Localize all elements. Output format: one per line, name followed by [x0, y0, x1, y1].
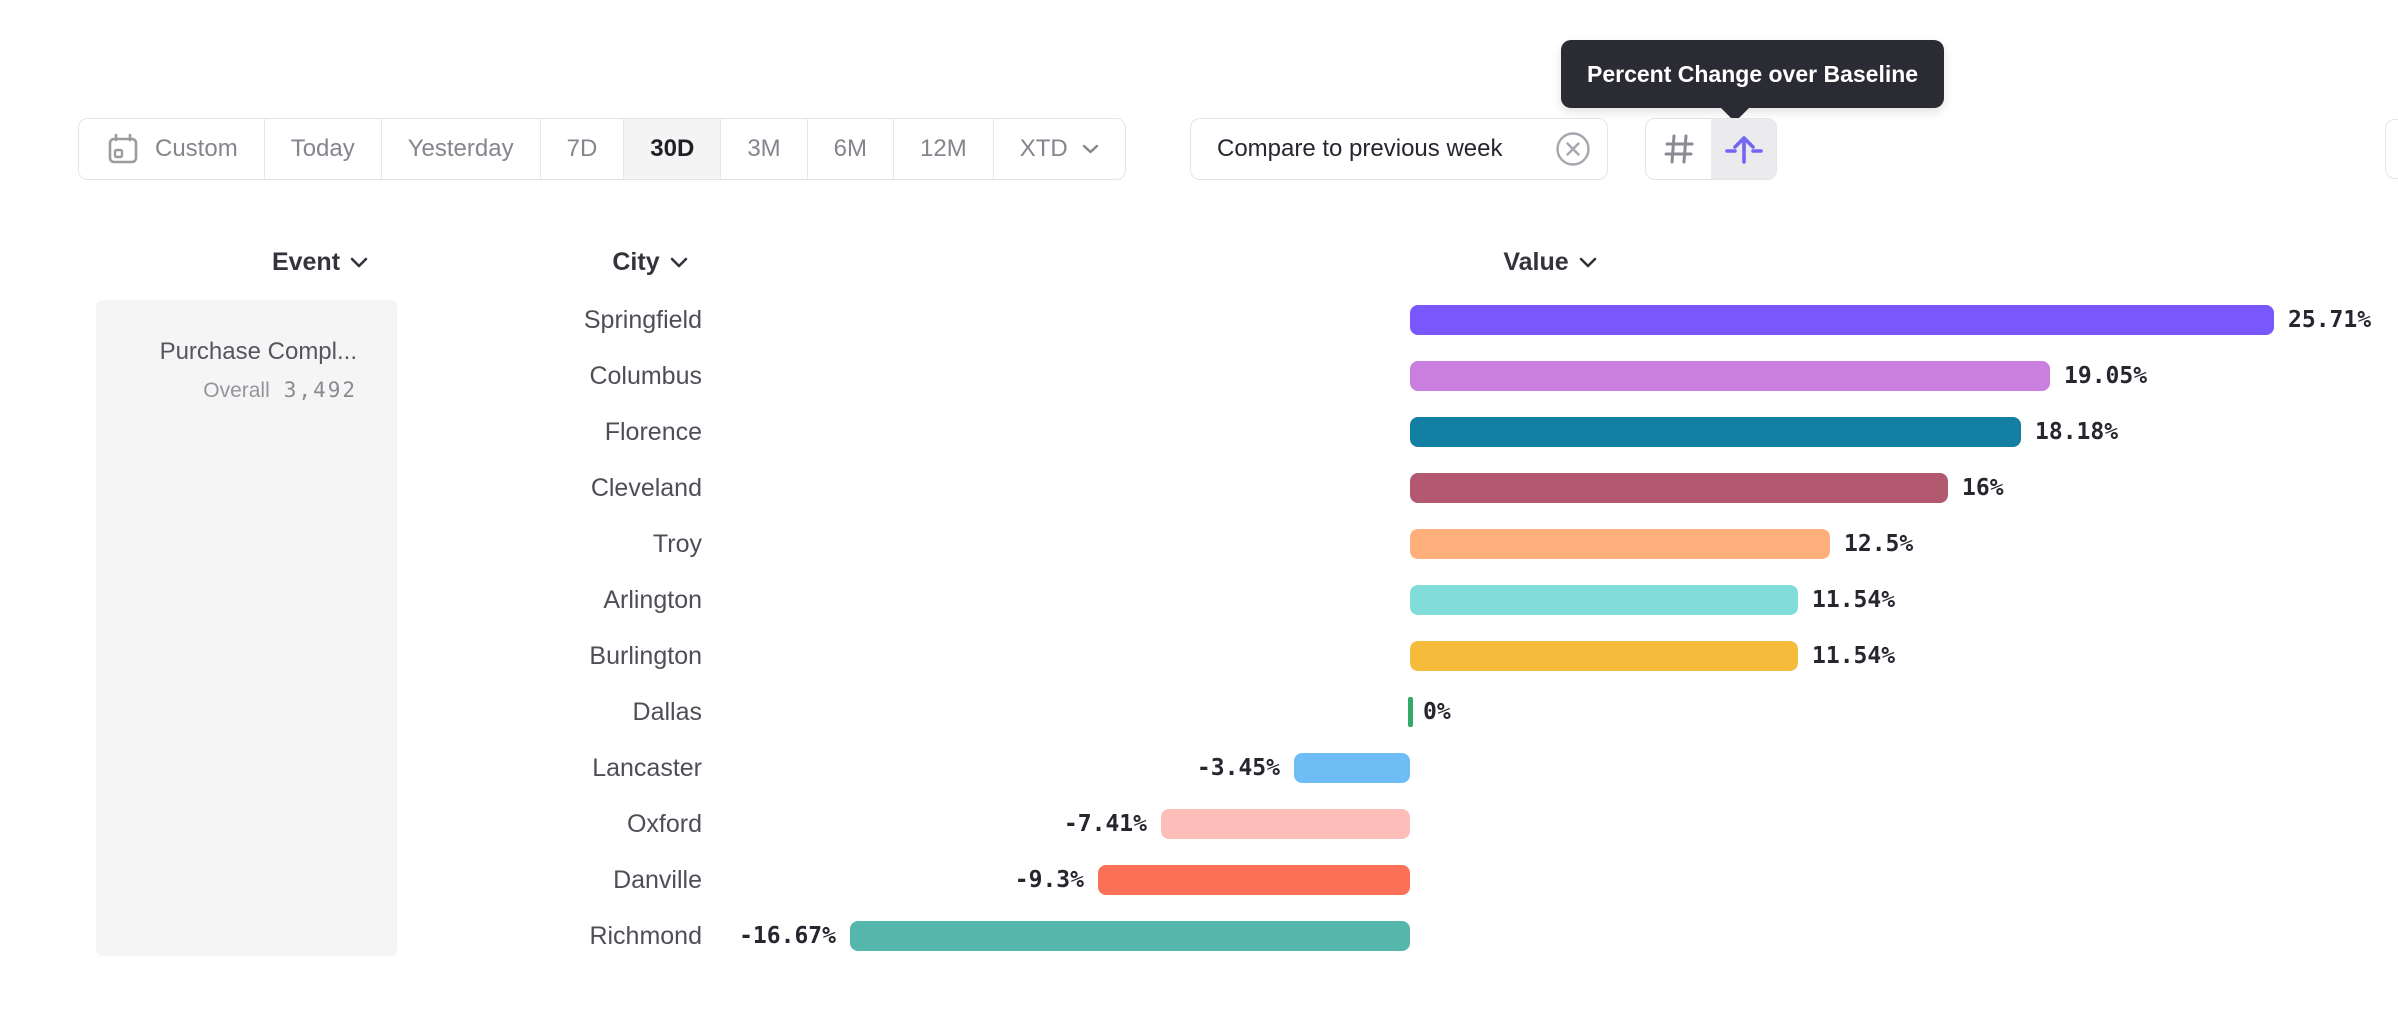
date-range-30d[interactable]: 30D	[623, 119, 721, 179]
value-bar[interactable]	[1410, 305, 2274, 335]
value-bar[interactable]	[1408, 697, 1413, 727]
date-range-label: 6M	[833, 135, 867, 162]
value-bar[interactable]	[1410, 417, 2021, 447]
date-range-custom[interactable]: Custom	[79, 119, 264, 179]
city-label: Columbus	[589, 362, 702, 390]
city-label: Burlington	[589, 642, 702, 670]
column-header-event[interactable]: Event	[240, 246, 400, 278]
city-label: Florence	[604, 418, 702, 446]
city-label: Richmond	[589, 922, 702, 950]
absolute-values-button[interactable]	[1646, 119, 1711, 179]
tooltip-text: Percent Change over Baseline	[1587, 60, 1919, 87]
value-bar[interactable]	[1410, 641, 1798, 671]
value-label: 25.71%	[2288, 307, 2372, 333]
column-header-city-label: City	[612, 247, 660, 276]
date-range-label: Custom	[155, 135, 238, 162]
column-header-event-label: Event	[271, 247, 341, 276]
calendar-icon	[105, 131, 141, 167]
value-bar[interactable]	[1098, 865, 1410, 895]
chart-row-dallas: Dallas 0%	[0, 697, 2398, 727]
city-label: Lancaster	[592, 754, 702, 782]
date-range-yesterday[interactable]: Yesterday	[380, 119, 540, 179]
date-range-xtd[interactable]: XTD	[992, 119, 1125, 179]
value-bar[interactable]	[850, 921, 1410, 951]
tooltip-percent-change-over-baseline: Percent Change over Baseline	[1561, 40, 1945, 122]
value-label: 18.18%	[2035, 419, 2119, 445]
city-label: Arlington	[603, 586, 702, 614]
event-title: Purchase Compl...	[159, 338, 357, 365]
date-range-7d[interactable]: 7D	[539, 119, 624, 179]
value-label: -7.41%	[1063, 811, 1147, 837]
value-label: -3.45%	[1196, 755, 1280, 781]
value-bar[interactable]	[1410, 361, 2050, 391]
value-label: -9.3%	[1014, 867, 1084, 893]
date-range-label: 12M	[920, 135, 967, 162]
event-subtitle: Overall 3,492	[160, 378, 357, 403]
date-range-6m[interactable]: 6M	[806, 119, 893, 179]
chart-row-columbus: Columbus 19.05%	[0, 361, 2398, 391]
value-bar[interactable]	[1410, 529, 1830, 559]
event-panel[interactable]: Purchase Compl... Overall 3,492	[96, 300, 397, 956]
compare-chip[interactable]: Compare to previous week	[1190, 118, 1608, 180]
column-header-value-label: Value	[1503, 247, 1569, 276]
value-label: 12.5%	[1844, 531, 1914, 557]
date-range-label: XTD	[1019, 135, 1068, 162]
city-label: Troy	[652, 530, 702, 558]
event-subtitle-label: Overall	[203, 379, 270, 402]
value-display-toggle	[1645, 118, 1777, 180]
value-bar[interactable]	[1410, 585, 1798, 615]
date-range-label: Yesterday	[407, 135, 514, 162]
chart-row-burlington: Burlington 11.54%	[0, 641, 2398, 671]
chart-row-troy: Troy 12.5%	[0, 529, 2398, 559]
value-label: 16%	[1962, 475, 2004, 501]
chevron-down-icon	[350, 257, 368, 268]
chart-row-richmond: Richmond -16.67%	[0, 921, 2398, 951]
chart-row-lancaster: Lancaster -3.45%	[0, 753, 2398, 783]
value-bar[interactable]	[1161, 809, 1410, 839]
event-subtitle-value: 3,492	[283, 378, 357, 402]
value-label: -16.67%	[739, 923, 836, 949]
city-label: Oxford	[626, 810, 702, 838]
date-range-12m[interactable]: 12M	[893, 119, 993, 179]
chart-row-arlington: Arlington 11.54%	[0, 585, 2398, 615]
column-header-city[interactable]: City	[570, 246, 730, 278]
arrow-up-baseline-icon	[1724, 129, 1764, 169]
chart-row-florence: Florence 18.18%	[0, 417, 2398, 447]
date-range-3m[interactable]: 3M	[720, 119, 807, 179]
percent-change-button[interactable]	[1711, 119, 1776, 179]
chart-row-cleveland: Cleveland 16%	[0, 473, 2398, 503]
city-label: Dallas	[632, 698, 702, 726]
compare-chip-label: Compare to previous week	[1217, 135, 1503, 162]
chevron-down-icon	[670, 257, 688, 268]
hash-icon	[1660, 130, 1698, 168]
city-label: Cleveland	[590, 474, 702, 502]
date-range-label: 3M	[747, 135, 781, 162]
chevron-down-icon	[1579, 257, 1597, 268]
value-bar[interactable]	[1410, 473, 1948, 503]
date-range-selector: Custom Today Yesterday 7D 30D 3M 6M 12M XTD	[78, 118, 1126, 180]
date-range-today[interactable]: Today	[263, 119, 381, 179]
column-header-value[interactable]: Value	[1470, 246, 1630, 278]
value-label: 11.54%	[1812, 587, 1896, 613]
partial-right-button[interactable]	[2385, 119, 2398, 179]
close-circle-icon[interactable]	[1555, 131, 1591, 167]
value-label: 19.05%	[2064, 363, 2148, 389]
date-range-label: Today	[290, 135, 355, 162]
value-label: 0%	[1423, 699, 1451, 725]
event-panel-text: Purchase Compl... Overall 3,492	[160, 338, 357, 403]
chevron-down-icon	[1082, 144, 1099, 154]
chart-row-oxford: Oxford -7.41%	[0, 809, 2398, 839]
value-label: 11.54%	[1812, 643, 1896, 669]
date-range-label: 30D	[650, 135, 695, 162]
city-label: Danville	[613, 866, 702, 894]
chart-row-danville: Danville -9.3%	[0, 865, 2398, 895]
city-label: Springfield	[583, 306, 702, 334]
date-range-label: 7D	[566, 135, 598, 162]
chart-row-springfield: Springfield 25.71%	[0, 305, 2398, 335]
value-bar[interactable]	[1294, 753, 1410, 783]
